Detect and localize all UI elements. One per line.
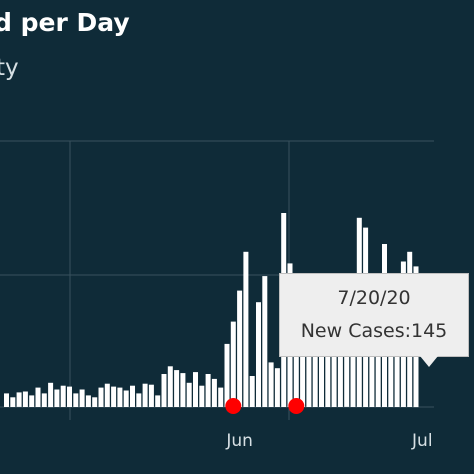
bar[interactable] [123,390,129,408]
bar[interactable] [174,370,180,407]
bar[interactable] [256,302,261,407]
bar[interactable] [218,387,224,407]
bar[interactable] [199,385,205,407]
bar[interactable] [268,362,274,407]
bar[interactable] [92,397,98,407]
bar[interactable] [375,310,381,407]
tooltip-date: 7/20/20 [337,287,411,309]
bar[interactable] [130,385,135,407]
bar[interactable] [211,378,217,407]
bar[interactable] [161,374,167,407]
bar[interactable] [148,384,154,407]
bar[interactable] [249,376,255,407]
bar[interactable] [67,386,72,407]
chart-subtitle: ty [0,55,19,81]
bar[interactable] [22,391,28,408]
bar[interactable] [104,383,110,407]
bar[interactable] [205,374,211,407]
bar[interactable] [85,395,91,407]
event-marker[interactable] [225,398,242,414]
bar[interactable] [10,397,16,407]
bar[interactable] [73,393,79,407]
bar[interactable] [243,251,249,407]
tooltip-pointer [420,356,438,367]
bar[interactable] [48,382,54,408]
bar[interactable] [35,387,41,407]
bar[interactable] [325,348,331,407]
x-tick-label: Jul [411,431,433,451]
tooltip-value: New Cases:145 [300,320,448,342]
bar[interactable] [155,395,161,407]
bar[interactable] [180,373,186,407]
bar[interactable] [186,382,192,408]
bar[interactable] [224,343,230,407]
bar[interactable] [262,276,268,407]
x-tick-label: Jun [225,431,253,451]
hover-tooltip: 7/20/20 New Cases:145 [279,273,469,367]
bar[interactable] [60,385,66,407]
bar[interactable] [4,393,9,407]
bar[interactable] [167,366,173,407]
bar[interactable] [230,321,236,407]
event-marker[interactable] [288,398,305,414]
bar[interactable] [193,372,198,407]
bar[interactable] [41,393,47,407]
bar[interactable] [136,393,142,407]
bar[interactable] [54,389,60,408]
bar[interactable] [111,386,117,407]
bar[interactable] [142,383,148,407]
bar[interactable] [237,290,243,407]
bar[interactable] [16,392,22,407]
bar[interactable] [79,389,85,408]
bar[interactable] [29,395,35,407]
chart-title: d per Day [0,8,130,37]
bar[interactable] [274,368,280,407]
bar[interactable] [98,387,104,407]
bar[interactable] [117,387,123,407]
